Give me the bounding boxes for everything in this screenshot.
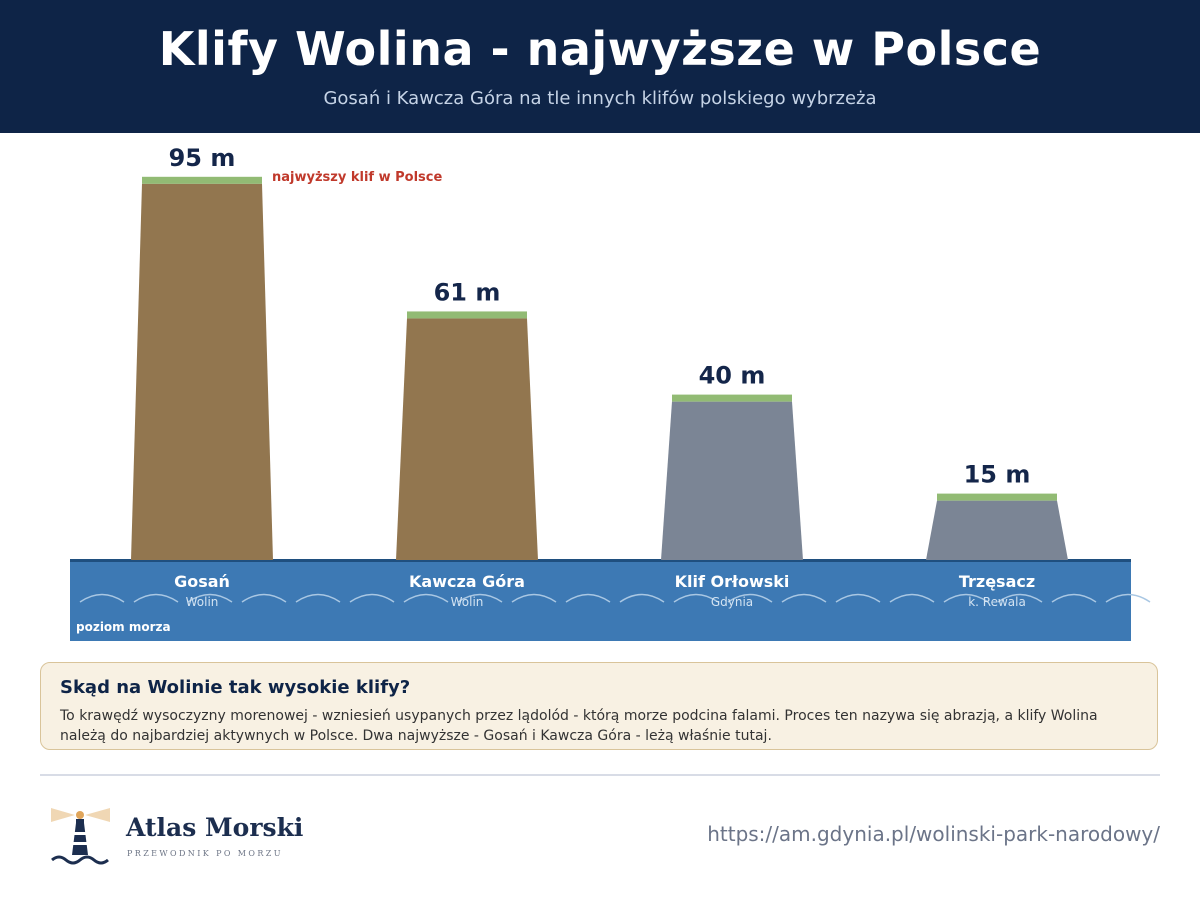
highlight-annotation: najwyższy klif w Polsce	[272, 170, 442, 185]
sea-level-label: poziom morza	[76, 620, 171, 634]
wave-mark	[187, 593, 233, 603]
location-label-0: Wolin	[186, 595, 219, 609]
logo-name: Atlas Morski	[126, 813, 304, 842]
cliff-grass-0	[142, 176, 262, 184]
page-title: Klify Wolina - najwyższe w Polsce	[158, 22, 1042, 76]
logo-tagline: PRZEWODNIK PO MORZU	[127, 849, 283, 858]
location-label-1: Wolin	[451, 595, 484, 609]
wave-mark	[565, 593, 611, 603]
cliff-bar-0	[131, 183, 273, 561]
wave-mark	[781, 593, 827, 603]
wave-mark	[403, 593, 449, 603]
wave-mark	[349, 593, 395, 603]
cliff-grass-1	[407, 311, 527, 319]
wave-mark	[133, 593, 179, 603]
category-label-3: Trzęsacz	[959, 572, 1035, 591]
cliff-bar-3	[926, 500, 1068, 560]
location-label-3: k. Rewala	[968, 595, 1026, 609]
category-label-1: Kawcza Góra	[409, 572, 525, 591]
page-subtitle: Gosań i Kawcza Góra na tle innych klifów…	[323, 88, 877, 109]
wave-mark	[241, 593, 287, 603]
cliff-grass-3	[937, 493, 1057, 501]
wave-mark	[727, 593, 773, 603]
cliff-bar-2	[661, 401, 803, 560]
sea-area	[70, 560, 1131, 641]
info-box: Skąd na Wolinie tak wysokie klify? To kr…	[40, 662, 1158, 750]
cliff-bar-1	[396, 318, 538, 560]
wave-mark	[511, 593, 557, 603]
location-label-2: Gdynia	[711, 595, 753, 609]
info-text: To krawędź wysoczyzny morenowej - wznies…	[60, 708, 1098, 744]
wave-mark	[673, 593, 719, 603]
lighthouse-icon	[51, 808, 110, 865]
header-banner: Klify Wolina - najwyższe w Polsce Gosań …	[0, 0, 1200, 133]
wave-mark	[619, 593, 665, 603]
wave-mark	[997, 593, 1043, 603]
value-label-3: 15 m	[964, 461, 1031, 489]
wave-mark	[79, 593, 125, 603]
wave-mark	[295, 593, 341, 603]
footer-divider	[40, 774, 1160, 776]
atlas-morski-logo: Atlas Morski PRZEWODNIK PO MORZU	[48, 803, 308, 867]
value-label-2: 40 m	[699, 362, 766, 390]
wave-mark	[889, 593, 935, 603]
footer-url[interactable]: https://am.gdynia.pl/wolinski-park-narod…	[707, 822, 1160, 846]
wave-mark	[1051, 593, 1097, 603]
cliff-grass-2	[672, 394, 792, 402]
category-label-2: Klif Orłowski	[675, 572, 790, 591]
sea-level-line	[70, 559, 1131, 562]
value-label-1: 61 m	[434, 278, 501, 306]
category-label-0: Gosań	[174, 572, 230, 591]
wave-mark	[943, 593, 989, 603]
value-label-0: 95 m	[169, 144, 236, 172]
info-title: Skąd na Wolinie tak wysokie klify?	[60, 677, 411, 698]
wave-mark	[835, 593, 881, 603]
wave-mark	[457, 593, 503, 603]
wave-mark	[1105, 593, 1151, 603]
cliff-height-chart: 95 m Gosań Wolin najwyższy klif w Polsce 61 …	[70, 144, 1151, 641]
